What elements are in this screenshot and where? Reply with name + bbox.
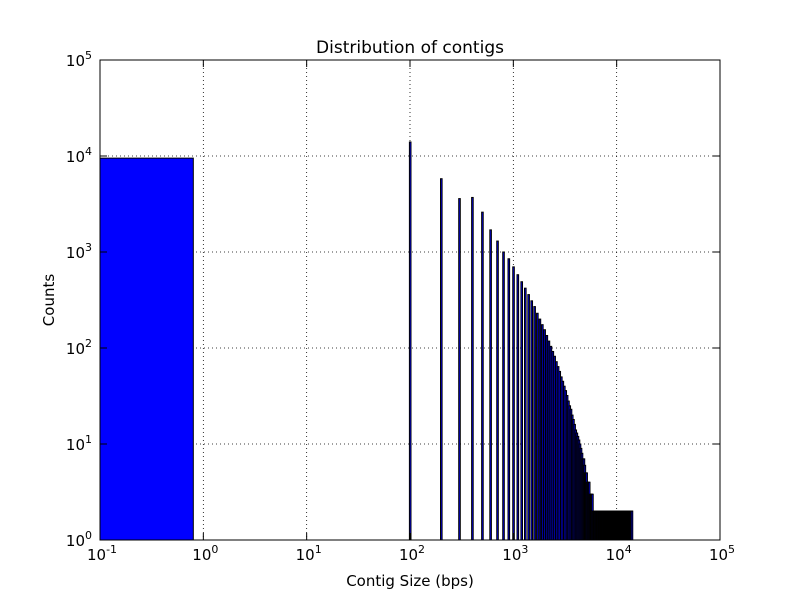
x-tick-label: 104 (606, 543, 632, 564)
x-tick-label: 102 (399, 543, 425, 564)
histogram-bar (541, 324, 544, 541)
histogram-bar (408, 141, 412, 541)
histogram-bar (543, 329, 546, 541)
histogram-bar-wide (99, 157, 194, 541)
x-tick-label: 105 (709, 543, 735, 564)
histogram-bar (489, 229, 492, 541)
histogram-bar (440, 178, 443, 541)
chart-title: Distribution of contigs (316, 38, 504, 58)
y-tick-label: 103 (66, 241, 92, 262)
histogram-bar (527, 294, 530, 541)
histogram-bar (512, 266, 515, 541)
histogram-bar (471, 196, 474, 541)
histogram-bar (507, 258, 511, 541)
y-tick-label: 105 (66, 49, 92, 70)
x-axis-label: Contig Size (bps) (346, 572, 474, 590)
histogram-bar (524, 287, 527, 541)
y-tick-label: 100 (66, 529, 92, 550)
histogram-bar (547, 340, 551, 541)
y-tick-label: 104 (66, 145, 92, 166)
histogram-bar (538, 318, 542, 541)
histogram-bar (481, 211, 484, 541)
y-tick-label: 101 (66, 433, 92, 454)
histogram-bar (533, 306, 536, 541)
histogram-bar (496, 240, 499, 541)
x-tick-label: 101 (296, 543, 322, 564)
y-tick-label: 102 (66, 337, 92, 358)
histogram-bar (516, 274, 520, 541)
x-tick-label: 100 (192, 543, 218, 564)
x-tick-label: 10-1 (87, 543, 117, 564)
histogram-bar (536, 312, 539, 541)
histogram-bar (458, 198, 461, 541)
y-axis-label: Counts (40, 274, 58, 327)
histogram-bar (530, 300, 534, 541)
histogram-bar (545, 334, 549, 541)
histogram-bar (520, 281, 524, 541)
histogram-bar (630, 510, 634, 541)
histogram-bar (549, 345, 553, 541)
histogram-bar (502, 251, 505, 541)
x-tick-label: 103 (502, 543, 528, 564)
